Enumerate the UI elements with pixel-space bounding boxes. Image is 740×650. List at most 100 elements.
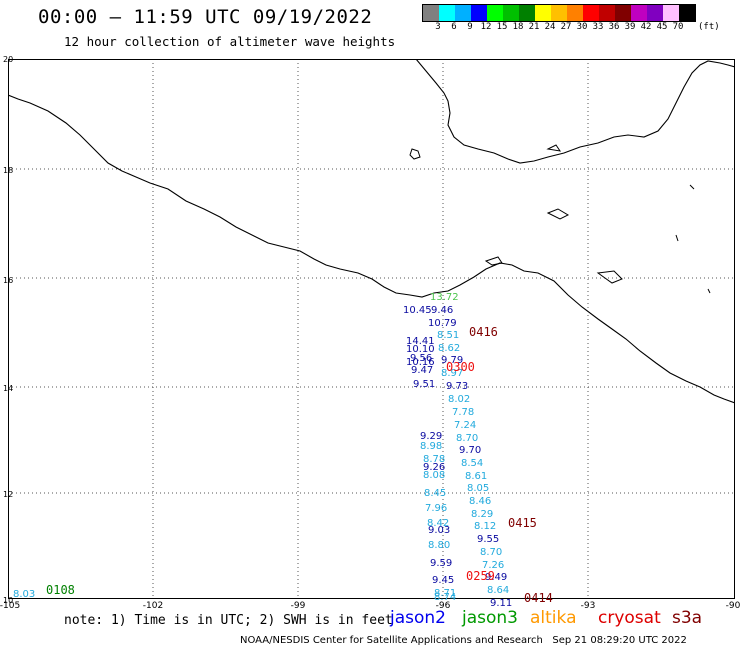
footer-credit: NOAA/NESDIS Center for Satellite Applica… (240, 635, 687, 646)
color-scale-label: 12 (480, 22, 492, 32)
color-scale-label: 42 (640, 22, 652, 32)
color-scale-label: 24 (544, 22, 556, 32)
wave-height-value: 8.51 (437, 330, 460, 341)
longitude-label: -99 (290, 601, 306, 611)
latitude-label: 14 (3, 384, 14, 393)
color-swatch (551, 5, 567, 21)
color-scale-label: 6 (451, 22, 457, 32)
wave-height-value: 9.55 (477, 534, 500, 545)
wave-height-value: 9.46 (431, 305, 454, 316)
color-scale-label: 45 (656, 22, 668, 32)
wave-height-value: 8.78 (423, 454, 446, 465)
latitude-label: 16 (3, 276, 14, 285)
color-swatch (567, 5, 583, 21)
pass-time-label: 0108 (46, 583, 75, 597)
wave-height-value: 8.70 (456, 433, 479, 444)
color-scale-label: 27 (560, 22, 572, 32)
color-scale-label: 15 (496, 22, 508, 32)
pass-time-label: 0416 (469, 325, 498, 339)
latitude-label: 10 (3, 596, 14, 605)
wave-height-value: 8.12 (474, 521, 497, 532)
wave-height-value: 8.45 (424, 488, 447, 499)
color-swatch (519, 5, 535, 21)
wave-height-value: 8.42 (427, 518, 450, 529)
color-swatch (583, 5, 599, 21)
wave-height-value: 8.74 (434, 592, 457, 603)
wave-height-value: 8.97 (441, 368, 464, 379)
color-scale-label: 70 (672, 22, 684, 32)
pacific-coastline (8, 94, 735, 404)
islands (409, 144, 711, 294)
color-scale-label: 36 (608, 22, 620, 32)
satellite-legend-s3a: s3a (672, 608, 703, 628)
wave-height-value: 10.45 (403, 305, 432, 316)
color-swatch (679, 5, 695, 21)
satellite-legend-cryosat: cryosat (598, 608, 661, 628)
latitude-label: 12 (3, 490, 14, 499)
wave-height-value: 8.71 (434, 588, 457, 599)
wave-height-value: 9.03 (428, 525, 451, 536)
wave-height-value: 8.54 (461, 458, 484, 469)
wave-height-value: 9.11 (490, 598, 513, 609)
wave-height-value: 8.02 (448, 394, 471, 405)
wave-height-value: 9.79 (441, 355, 464, 366)
color-swatch (455, 5, 471, 21)
wave-height-value: 9.49 (485, 572, 508, 583)
color-scale-label: 30 (576, 22, 588, 32)
color-scale-bar (422, 4, 696, 22)
satellite-legend-altika: altika (530, 608, 577, 628)
wave-height-value: 13.72 (430, 292, 459, 303)
color-swatch (439, 5, 455, 21)
wave-height-value: 8.62 (438, 343, 461, 354)
color-swatch (663, 5, 679, 21)
latitude-label: 20 (3, 55, 14, 64)
wave-height-value: 8.98 (420, 441, 443, 452)
wave-height-value: 8.80 (428, 540, 451, 551)
wave-height-value: 8.61 (465, 471, 488, 482)
color-swatch (471, 5, 487, 21)
wave-height-value: 8.64 (487, 585, 510, 596)
wave-height-value: 8.29 (471, 509, 494, 520)
color-scale-label: 18 (512, 22, 524, 32)
color-scale-label: 9 (467, 22, 473, 32)
wave-height-value: 9.45 (432, 575, 455, 586)
wave-height-value: 8.70 (480, 547, 503, 558)
footer-timestamp: Sep 21 08:29:20 UTC 2022 (552, 635, 687, 646)
color-scale-label: 33 (592, 22, 604, 32)
wave-height-value: 7.96 (425, 503, 448, 514)
units-note: note: 1) Time is in UTC; 2) SWH is in fe… (64, 613, 393, 628)
wave-height-value: 7.24 (454, 420, 477, 431)
color-scale-unit: (ft) (698, 22, 720, 32)
wave-height-value: 14.41 (406, 336, 435, 347)
color-scale-label: 3 (435, 22, 441, 32)
map-canvas (8, 59, 735, 599)
longitude-label: -105 (0, 601, 21, 611)
color-swatch (631, 5, 647, 21)
wave-height-value: 9.51 (413, 379, 436, 390)
color-swatch (535, 5, 551, 21)
pass-time-label: 0415 (508, 516, 537, 530)
wave-height-value: 7.26 (482, 560, 505, 571)
longitude-label: -93 (580, 601, 596, 611)
color-swatch (599, 5, 615, 21)
wave-height-value: 9.56 (410, 353, 433, 364)
wave-height-value: 9.73 (446, 381, 469, 392)
wave-height-value: 9.70 (459, 445, 482, 456)
wave-height-value: 9.59 (430, 558, 453, 569)
wave-height-value: 10.79 (428, 318, 457, 329)
color-swatch (487, 5, 503, 21)
color-swatch (615, 5, 631, 21)
wave-height-value: 10.16 (406, 357, 435, 368)
map-subtitle: 12 hour collection of altimeter wave hei… (64, 34, 396, 49)
wave-height-value: 8.05 (467, 483, 490, 494)
color-scale-label: 21 (528, 22, 540, 32)
color-swatch (423, 5, 439, 21)
gulf-coastline (415, 59, 735, 164)
map-title: 00:00 – 11:59 UTC 09/19/2022 (38, 6, 373, 28)
pass-time-label: 0414 (524, 591, 553, 605)
longitude-label: -102 (142, 601, 164, 611)
wave-height-value: 7.78 (452, 407, 475, 418)
wave-height-value: 8.03 (13, 589, 36, 600)
satellite-legend-jason2: jason2 (390, 608, 446, 628)
wave-height-value: 9.26 (423, 462, 446, 473)
